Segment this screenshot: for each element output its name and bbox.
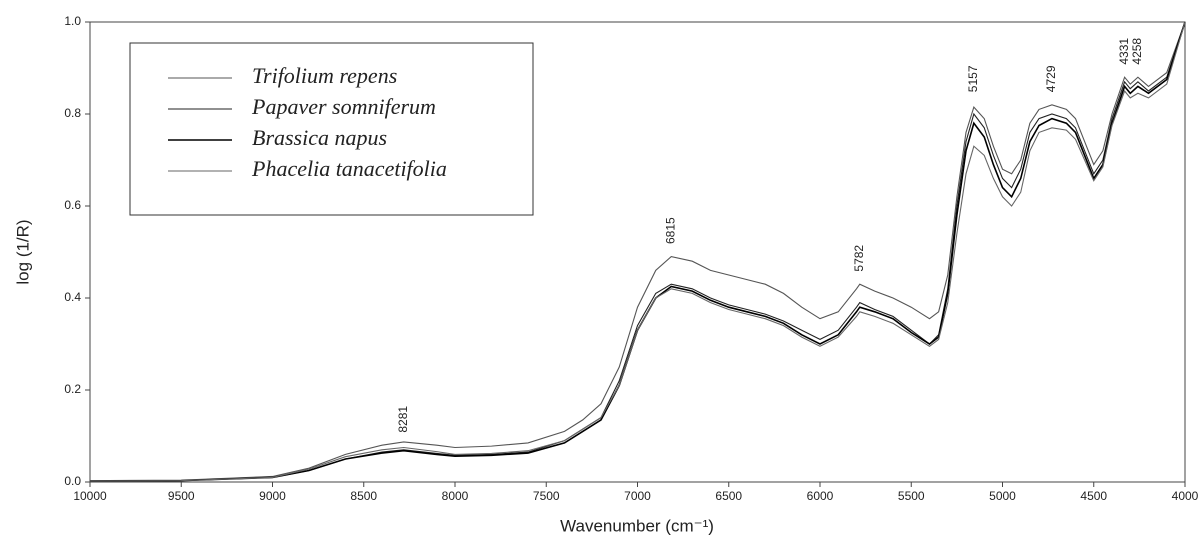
x-tick-label: 6000 [807, 489, 834, 503]
x-tick-label: 4000 [1172, 489, 1199, 503]
x-tick-label: 5000 [989, 489, 1016, 503]
y-axis-label: log (1/R) [13, 219, 32, 284]
peak-label: 8281 [396, 406, 410, 433]
x-tick-label: 5500 [898, 489, 925, 503]
legend-box [129, 42, 534, 216]
x-tick-label: 4500 [1080, 489, 1107, 503]
x-axis-label: Wavenumber (cm⁻¹) [560, 516, 714, 535]
x-tick-label: 10000 [73, 489, 107, 503]
series-line [89, 21, 1186, 482]
y-tick-label: 0.8 [64, 106, 81, 120]
y-tick-label: 0.4 [64, 290, 81, 304]
x-tick-label: 7500 [533, 489, 560, 503]
peak-label: 4258 [1130, 38, 1144, 65]
series-line [89, 21, 1186, 482]
legend-label: Brassica napus [252, 125, 387, 150]
x-tick-label: 9500 [168, 489, 195, 503]
legend-label: Trifolium repens [252, 63, 397, 88]
peak-label: 4729 [1044, 65, 1058, 92]
x-tick-label: 6500 [715, 489, 742, 503]
peak-label: 6815 [663, 217, 677, 244]
x-tick-label: 8500 [350, 489, 377, 503]
peak-label: 4331 [1117, 38, 1131, 65]
x-tick-label: 8000 [442, 489, 469, 503]
series-line [89, 21, 1186, 482]
y-tick-label: 0.2 [64, 382, 81, 396]
y-tick-label: 1.0 [64, 14, 81, 28]
x-tick-label: 9000 [259, 489, 286, 503]
peak-label: 5157 [966, 65, 980, 92]
peak-label: 5782 [852, 245, 866, 272]
y-tick-label: 0.6 [64, 198, 81, 212]
legend-label: Phacelia tanacetifolia [251, 156, 447, 181]
y-tick-label: 0.0 [64, 474, 81, 488]
legend-label: Papaver somniferum [251, 94, 436, 119]
x-tick-label: 7000 [624, 489, 651, 503]
series-line [89, 21, 1186, 482]
